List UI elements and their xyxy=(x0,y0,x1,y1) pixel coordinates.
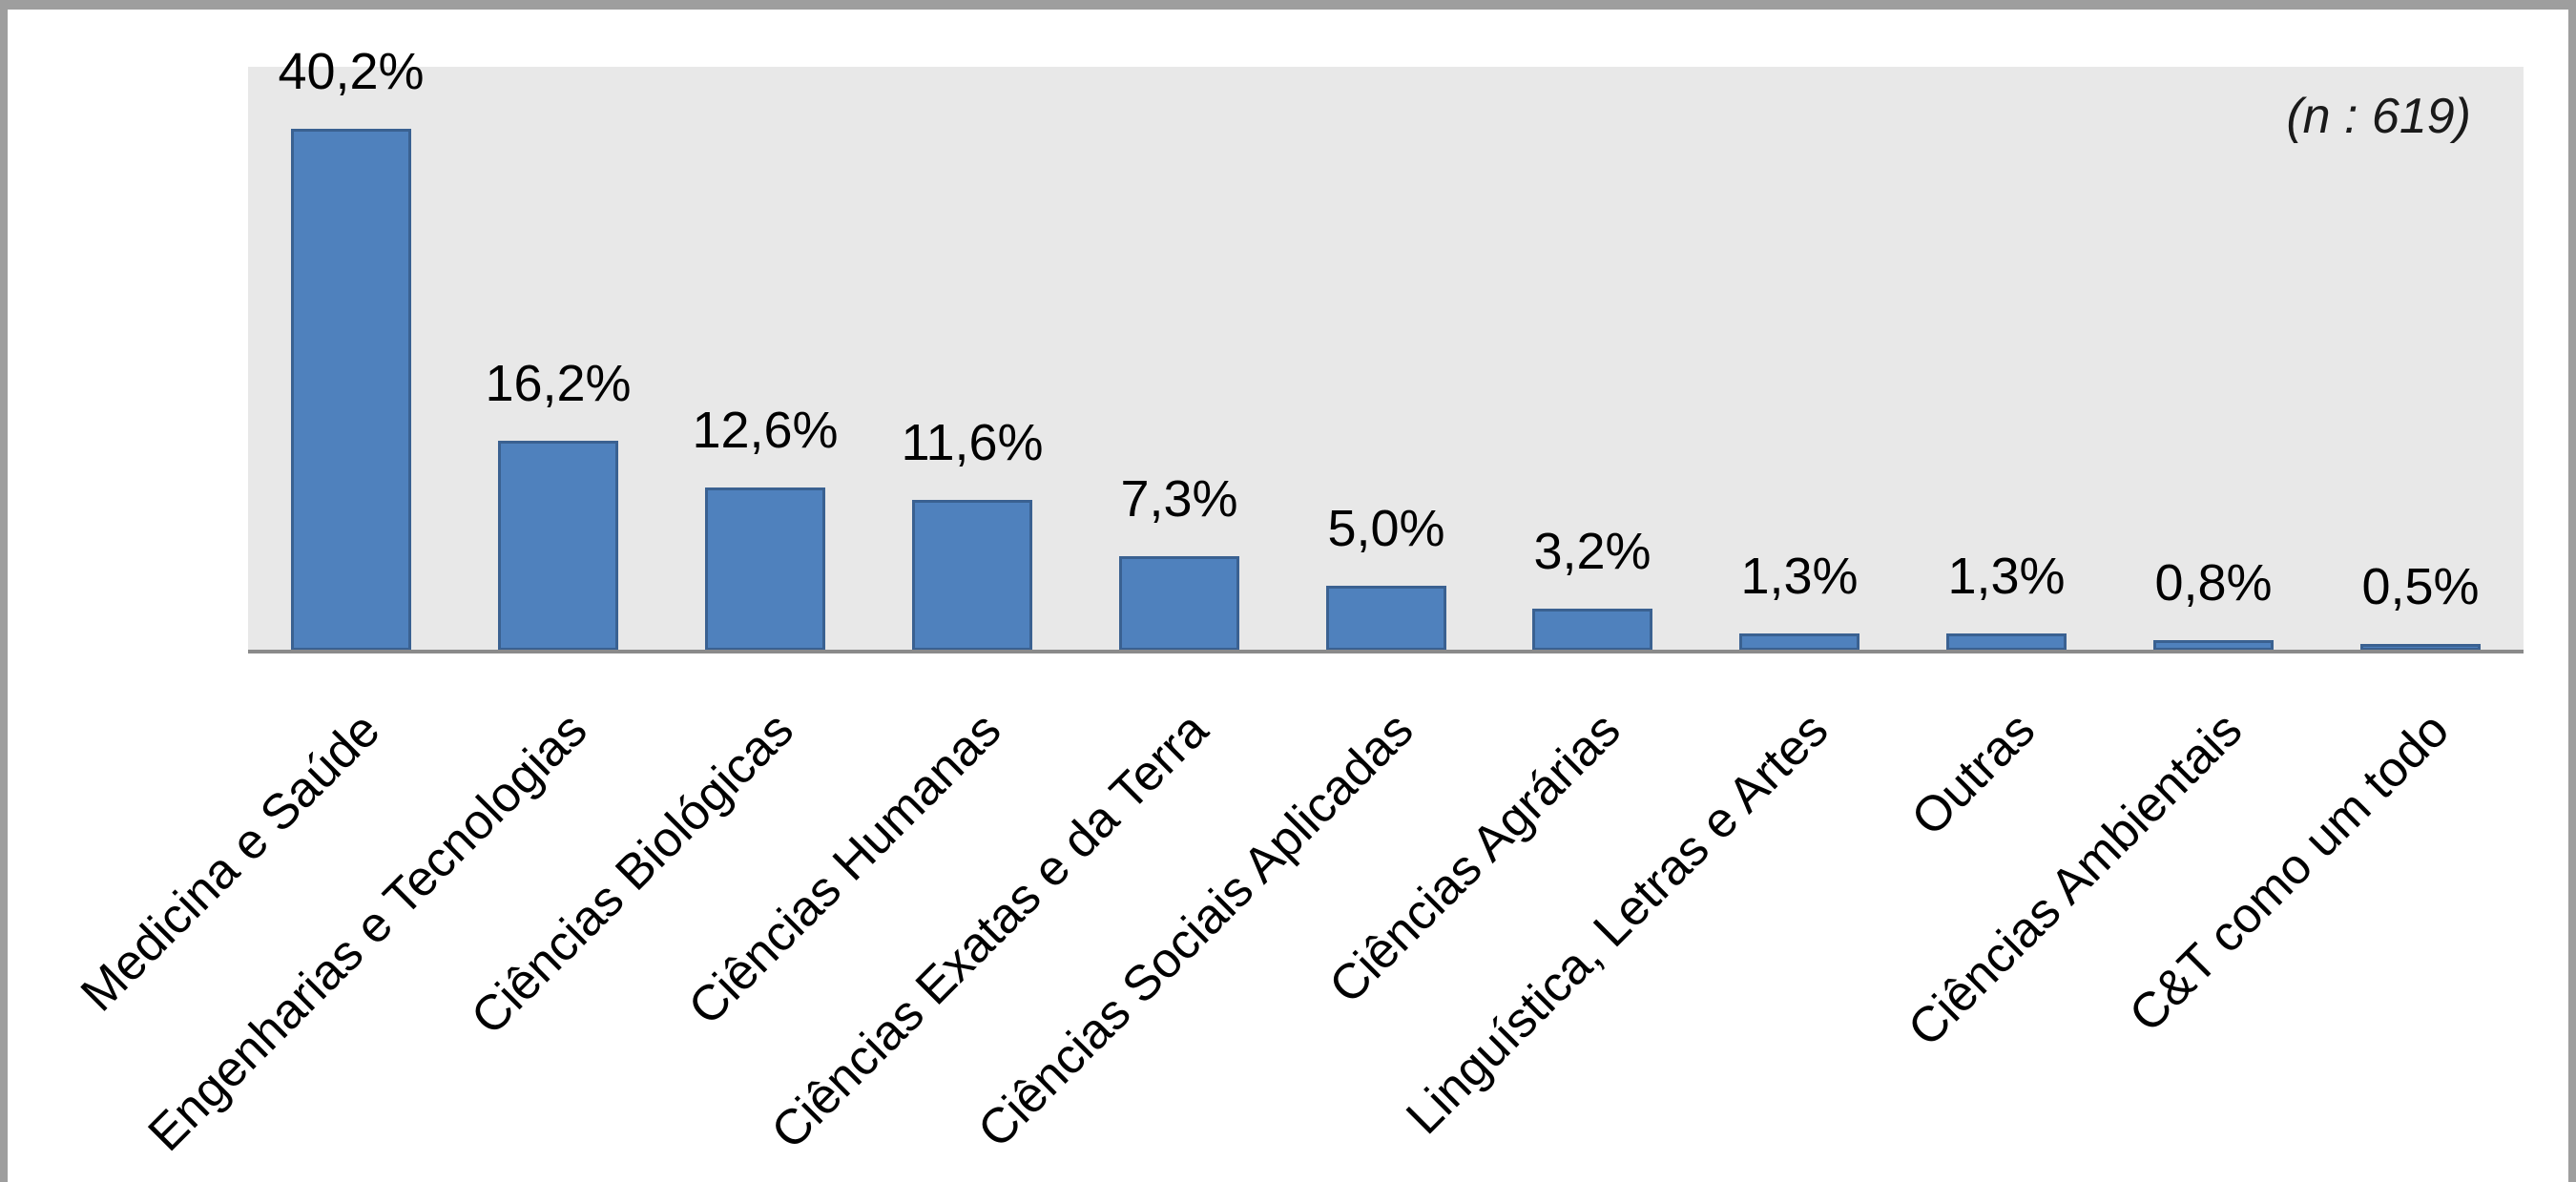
bar xyxy=(498,441,618,651)
bar xyxy=(291,129,411,651)
x-category-label: Ciências Exatas e da Terra xyxy=(760,702,1219,1160)
bar xyxy=(1326,586,1446,651)
bar-value-label: 40,2% xyxy=(278,43,425,100)
bar-value-label: 11,6% xyxy=(901,414,1044,471)
bar xyxy=(705,487,825,651)
x-category-label: Engenharias e Tecnologias xyxy=(137,702,598,1162)
bar xyxy=(1532,609,1652,651)
bar xyxy=(2360,644,2481,651)
plot-area xyxy=(248,67,2524,651)
bar xyxy=(912,500,1032,651)
x-category-label: Outras xyxy=(1901,702,2046,847)
x-axis-line xyxy=(248,650,2524,653)
bar-value-label: 12,6% xyxy=(692,402,839,459)
bar-value-label: 5,0% xyxy=(1327,500,1445,557)
bar xyxy=(1739,633,1859,651)
x-category-label: Ciências Ambientais xyxy=(1897,702,2254,1058)
bar xyxy=(1119,556,1239,651)
x-category-label: Linguística, Letras e Artes xyxy=(1395,702,1839,1146)
bar-value-label: 0,5% xyxy=(2361,558,2480,615)
bar-value-label: 3,2% xyxy=(1533,523,1652,580)
bar-value-label: 0,8% xyxy=(2154,554,2273,612)
frame-border-top xyxy=(0,0,2576,10)
bar-value-label: 1,3% xyxy=(1740,548,1859,605)
sample-size-annotation: (n : 619) xyxy=(2286,89,2471,144)
bar-value-label: 16,2% xyxy=(485,355,632,412)
bar-value-label: 1,3% xyxy=(1947,548,2066,605)
frame-border-right xyxy=(2568,0,2576,1182)
bar xyxy=(2153,640,2274,651)
bar-value-label: 7,3% xyxy=(1120,470,1238,528)
x-category-label: Ciências Sociais Aplicadas xyxy=(967,702,1425,1159)
frame-border-left xyxy=(0,0,8,1182)
bar xyxy=(1946,633,2067,651)
